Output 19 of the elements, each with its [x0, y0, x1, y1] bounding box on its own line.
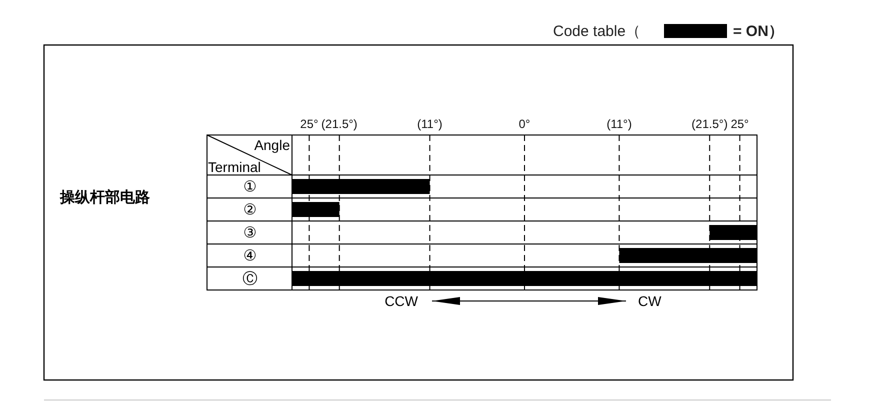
- text: 操纵杆部电路: [59, 188, 150, 206]
- legend-label: = ON）: [733, 23, 784, 40]
- x-tick-label: 25°: [730, 117, 750, 131]
- y-axis-title: Terminal: [208, 159, 261, 175]
- y-tick-label: ③: [243, 224, 257, 242]
- y-tick-label: ②: [243, 202, 257, 218]
- x-tick-label: (11°): [606, 117, 632, 131]
- x-axis-title: Angle: [254, 137, 290, 153]
- legend-title: Code table（: [553, 23, 641, 40]
- x-tick-label: 25°: [300, 117, 318, 131]
- y-tick-label: Ⓒ: [242, 270, 258, 288]
- x-tick-label: 0°: [518, 117, 530, 131]
- x-tick-label: (21.5°): [692, 117, 728, 131]
- y-tick-label: ①: [243, 178, 257, 196]
- x-tick-label: (11°): [417, 117, 442, 131]
- y-tick-label: ④: [243, 248, 257, 264]
- text: CW: [638, 293, 662, 309]
- text: CCW: [384, 293, 419, 309]
- x-tick-label: (21.5°): [321, 117, 358, 131]
